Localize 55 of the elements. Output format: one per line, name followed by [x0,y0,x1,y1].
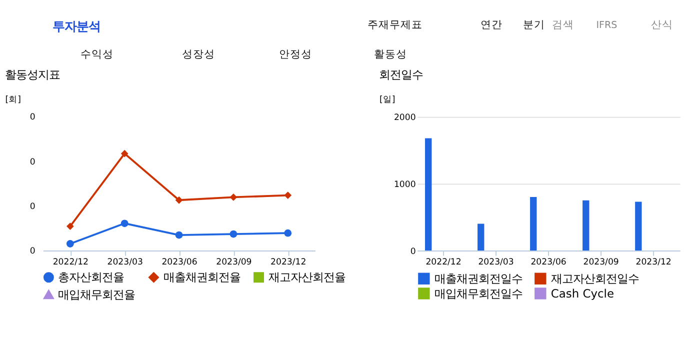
chart-title: 활동성지표 [4,68,60,82]
bar [478,224,484,251]
x-tick-label: 2023/03 [107,257,143,268]
bar [635,202,642,251]
legend-label: 매입채무회전일수 [434,286,522,300]
text: 0 [30,202,36,212]
bar [530,197,537,251]
legend-label: 재고자산회전율 [268,270,346,284]
y-axis-title: [회] [5,95,21,106]
legend-label: 매출채권회전율 [163,270,240,284]
y-tick-label: 0 [410,246,416,257]
x-tick-label: 2022/12 [426,257,462,268]
text: 투자분석 [52,18,100,34]
bar [582,200,590,251]
chart-title: 회전일수 [379,68,424,82]
text: 활동성 [374,48,408,60]
legend-label: Cash Cycle [550,286,614,300]
text: 0 [30,112,36,123]
point [120,150,128,158]
x-tick-label: 2023/03 [478,257,514,268]
y-tick-label: 2000 [394,113,416,124]
text: 산식 [650,18,673,31]
text: 안정성 [279,48,312,60]
text: 0 [30,157,36,168]
point [284,192,292,199]
legend-label: 매출채권회전일수 [434,271,522,286]
point [230,194,238,201]
x-tick-label: 2023/06 [162,257,198,268]
x-tick-label: 2023/12 [270,257,306,268]
point [66,240,74,248]
y-axis-title: [일] [380,95,396,106]
text: 연간 [480,18,503,31]
text: 0 [30,246,36,256]
text: 수익성 [80,48,114,60]
point [284,229,292,237]
y-tick-label: 1000 [394,180,416,190]
legend-label: 매입채무회전율 [58,287,136,302]
x-tick-label: 2023/09 [216,257,252,268]
text: IFRS [596,20,618,31]
point [120,220,128,228]
text: 주재무제표 [368,18,423,31]
legend-label: 재고자산회전일수 [550,271,639,286]
text: 검색 [552,18,574,31]
point [175,196,183,204]
x-tick-label: 2023/12 [636,257,672,268]
point [66,222,74,230]
x-tick-label: 2022/12 [52,257,88,268]
x-tick-label: 2023/09 [583,257,619,268]
point [230,230,238,238]
text: 분기 [522,18,545,31]
point [175,231,183,239]
bar [425,138,432,251]
x-tick-label: 2023/06 [530,257,566,268]
text: 성장성 [182,48,216,60]
legend-label: 총자산회전율 [58,270,124,284]
